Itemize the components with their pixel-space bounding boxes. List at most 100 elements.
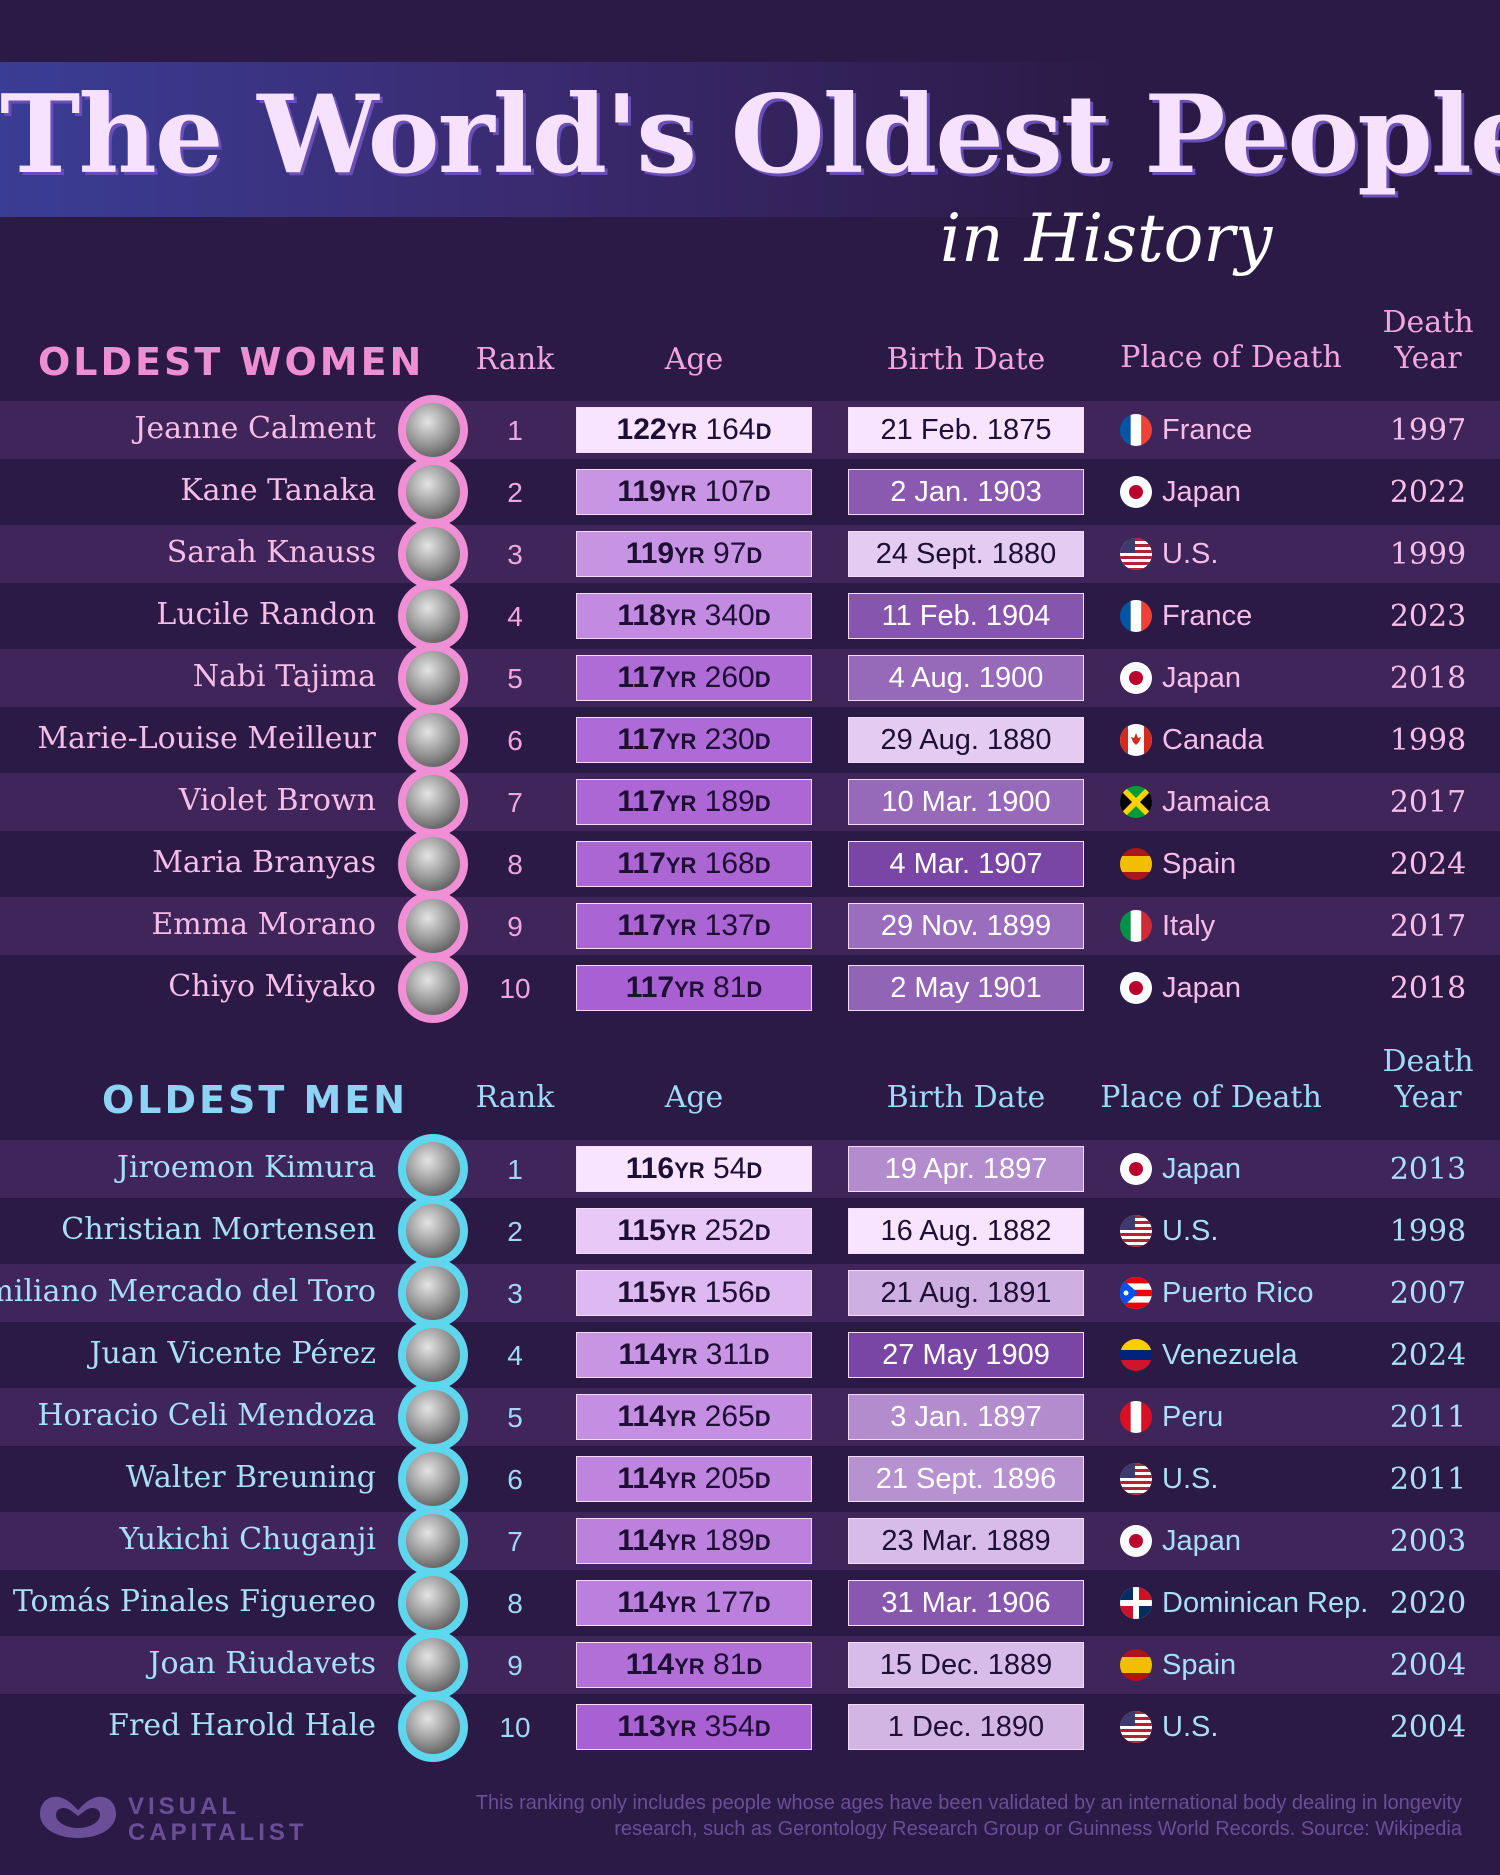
rank-value: 10 [499, 973, 531, 1004]
age-bar: 119YR 97D [576, 531, 812, 577]
death-year: 2011 [1389, 1462, 1467, 1497]
death-year: 2023 [1389, 599, 1467, 634]
us-flag-icon [1120, 538, 1152, 570]
place-of-death: Canada [1162, 724, 1264, 756]
rank-value: 9 [507, 1650, 523, 1681]
header-year-line1: Death [1382, 1044, 1474, 1079]
italy-flag-icon [1120, 910, 1152, 942]
age-bar: 113YR 354D [576, 1704, 812, 1750]
japan-flag-icon [1120, 1153, 1152, 1185]
place-of-death: Japan [1162, 1153, 1242, 1185]
age-years-unit: YR [674, 977, 705, 1002]
canada-flag-icon [1120, 724, 1152, 756]
age-days-unit: D [746, 977, 763, 1002]
rank-value: 4 [507, 601, 523, 632]
age-years-unit: YR [674, 543, 705, 568]
table-row: Walter Breuning 6 114YR 205D 21 Sept. 1896 U… [0, 1444, 1500, 1514]
person-name: Jiroemon Kimura [116, 1150, 376, 1185]
france-flag-icon [1120, 600, 1152, 632]
portrait-photo [398, 829, 468, 899]
rank-value: 10 [499, 1712, 531, 1743]
age-years-unit: YR [665, 791, 697, 816]
portrait-photo [398, 767, 468, 837]
age-years: 114 [617, 1462, 666, 1495]
place-of-death: Puerto Rico [1162, 1277, 1314, 1309]
age-years: 114 [617, 1524, 666, 1557]
birth-date-box: 2 May 1901 [848, 965, 1084, 1011]
source-note: This ranking only includes people whose … [302, 1790, 1462, 1842]
death-year: 1998 [1389, 723, 1467, 758]
portrait-face [406, 527, 460, 581]
age-years: 118 [617, 599, 666, 632]
death-year: 2022 [1389, 475, 1467, 510]
portrait-face [406, 1576, 460, 1630]
portrait-photo [398, 1196, 468, 1266]
portrait-photo [398, 1692, 468, 1762]
age-years-unit: YR [674, 1158, 705, 1183]
death-year: 2024 [1389, 847, 1467, 882]
spain-flag-icon [1120, 848, 1152, 880]
header-place-men: Place of Death [1100, 1080, 1322, 1115]
age-days-unit: D [754, 1220, 771, 1245]
table-row: Kane Tanaka 2 119YR 107D 2 Jan. 1903 Japan 20… [0, 457, 1500, 527]
birth-date-box: 24 Sept. 1880 [848, 531, 1084, 577]
age-years: 119 [625, 537, 675, 570]
place-of-death: Italy [1162, 910, 1216, 942]
age-days-unit: D [754, 605, 771, 630]
table-row: Christian Mortensen 2 115YR 252D 16 Aug. 18… [0, 1196, 1500, 1266]
rank-value: 7 [507, 1526, 523, 1557]
birth-date-box: 4 Mar. 1907 [848, 841, 1084, 887]
portrait-photo [398, 1320, 468, 1390]
birth-date-box: 3 Jan. 1897 [848, 1394, 1084, 1440]
birth-date-box: 29 Nov. 1899 [848, 903, 1084, 949]
death-year: 1999 [1389, 537, 1467, 572]
death-year: 2011 [1389, 1400, 1467, 1435]
age-days: 107 [704, 475, 755, 508]
birth-date-box: 16 Aug. 1882 [848, 1208, 1084, 1254]
portrait-photo [398, 1134, 468, 1204]
age-years-unit: YR [665, 481, 697, 506]
person-name: Yukichi Chuganji [119, 1522, 376, 1557]
age-years-unit: YR [665, 1220, 697, 1245]
age-years-unit: YR [665, 1406, 697, 1431]
death-year: 1997 [1389, 413, 1467, 448]
table-row: Marie-Louise Meilleur 6 117YR 230D 29 Aug. … [0, 705, 1500, 775]
age-days: 168 [704, 847, 755, 880]
header-year-line1: Death [1382, 305, 1474, 340]
age-years-unit: YR [665, 1592, 697, 1617]
death-year: 2020 [1389, 1586, 1467, 1621]
age-years: 115 [617, 1276, 666, 1309]
visual-capitalist-logo-icon [40, 1796, 116, 1838]
age-bar: 114YR 189D [576, 1518, 812, 1564]
age-years: 114 [618, 1338, 667, 1371]
portrait-face [406, 961, 460, 1015]
rank-value: 8 [507, 1588, 523, 1619]
brand-line-2: CAPITALIST [128, 1819, 308, 1846]
death-year: 2007 [1389, 1276, 1467, 1311]
person-name: Christian Mortensen [61, 1212, 376, 1247]
age-days-unit: D [754, 1716, 771, 1741]
age-days-unit: D [746, 1654, 763, 1679]
person-name: Joan Riudavets [148, 1646, 376, 1681]
portrait-face [406, 837, 460, 891]
header-rank-men: Rank [475, 1080, 555, 1115]
age-bar: 114YR 265D [576, 1394, 812, 1440]
portrait-photo [398, 891, 468, 961]
rank-value: 6 [507, 1464, 523, 1495]
header-year-women: Death Year [1376, 305, 1480, 377]
age-days: 164 [705, 413, 756, 446]
portrait-face [406, 899, 460, 953]
age-bar: 114YR 81D [576, 1642, 812, 1688]
portrait-face [406, 1700, 460, 1754]
person-name: Emma Morano [151, 907, 376, 942]
portrait-face [406, 1514, 460, 1568]
person-name: Kane Tanaka [180, 473, 376, 508]
table-row: Nabi Tajima 5 117YR 260D 4 Aug. 1900 Japan 20… [0, 643, 1500, 713]
age-years: 113 [617, 1710, 666, 1743]
birth-date-box: 10 Mar. 1900 [848, 779, 1084, 825]
portrait-face [406, 589, 460, 643]
age-bar: 117YR 260D [576, 655, 812, 701]
birth-date-box: 23 Mar. 1889 [848, 1518, 1084, 1564]
portrait-photo [398, 457, 468, 527]
age-years-unit: YR [665, 1716, 697, 1741]
